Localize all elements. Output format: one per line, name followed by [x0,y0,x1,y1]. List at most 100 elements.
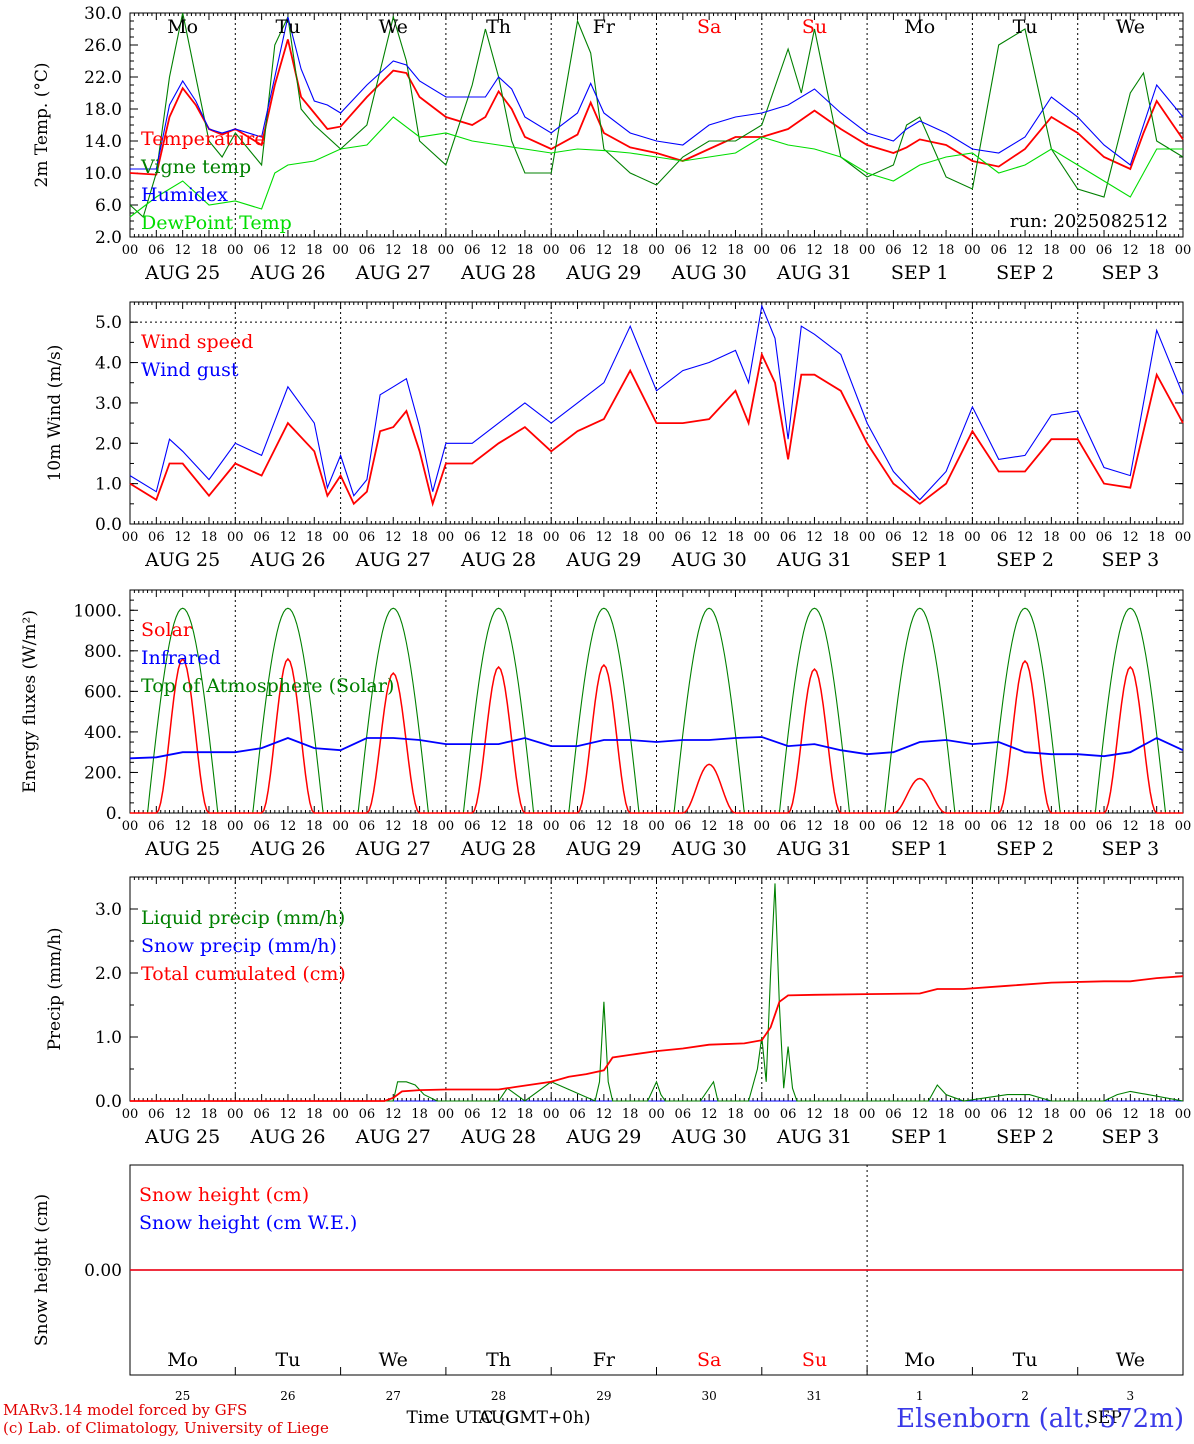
hour-tick-label: 18 [306,530,323,545]
hour-tick-label: 12 [280,243,297,258]
y-tick-label: 4.0 [95,354,122,374]
hour-tick-label: 06 [148,243,165,258]
date-label: SEP 3 [1101,262,1159,284]
day-name: Su [802,16,827,38]
hour-tick-label: 12 [1122,530,1139,545]
date-label: SEP 2 [996,838,1054,860]
series-line [130,16,1184,170]
hour-tick-label: 00 [227,243,244,258]
date-label: AUG 31 [776,549,852,571]
hour-tick-label: 00 [122,1107,139,1122]
hour-tick-label: 18 [411,243,428,258]
day-number: 30 [702,1389,717,1403]
date-label: AUG 27 [355,549,431,571]
day-name: Mo [167,16,198,38]
hour-tick-label: 06 [885,530,902,545]
hour-tick-label: 12 [280,819,297,834]
date-label: AUG 26 [249,1126,325,1148]
hour-tick-label: 18 [833,530,850,545]
hour-tick-label: 18 [833,819,850,834]
hour-tick-label: 00 [543,819,560,834]
hour-tick-label: 06 [885,1107,902,1122]
hour-tick-label: 18 [1043,1107,1060,1122]
date-label: AUG 30 [671,262,747,284]
series-line [129,12,1184,218]
day-name: Tu [1013,1349,1038,1371]
y-tick-label: 0.0 [95,1092,122,1112]
hour-tick-label: 18 [201,243,218,258]
y-tick-label: 18.0 [84,100,122,120]
hour-tick-label: 00 [122,530,139,545]
y-tick-label: 5.0 [95,313,122,333]
y-tick-label: 6.0 [95,196,122,216]
date-label: AUG 29 [565,549,641,571]
day-name: We [379,16,408,38]
day-number: 28 [491,1389,506,1403]
hour-tick-label: 06 [1096,530,1113,545]
hour-tick-label: 06 [780,243,797,258]
date-label: AUG 31 [776,1126,852,1148]
hour-tick-label: 00 [648,819,665,834]
day-name: Tu [275,1349,300,1371]
series-line [129,116,1183,218]
hour-tick-label: 06 [885,819,902,834]
date-label: SEP 3 [1101,549,1159,571]
hour-tick-label: 06 [569,530,586,545]
hour-tick-label: 12 [490,243,507,258]
hour-tick-label: 18 [727,243,744,258]
day-number: 31 [807,1389,822,1403]
hour-tick-label: 00 [964,530,981,545]
hour-tick-label: 18 [833,243,850,258]
y-tick-label: 800. [84,642,122,662]
hour-tick-label: 18 [1043,819,1060,834]
hour-tick-label: 00 [543,530,560,545]
legend-entry: Top of Atmosphere (Solar) [141,675,394,697]
hour-tick-label: 12 [174,530,191,545]
hour-tick-label: 06 [1096,1107,1113,1122]
y-tick-label: 0.00 [84,1261,122,1281]
y-tick-label: 14.0 [84,132,122,152]
hour-tick-label: 00 [438,819,455,834]
series-line [130,975,1184,1102]
day-name: Th [486,16,511,38]
hour-tick-label: 00 [122,243,139,258]
date-label: AUG 30 [671,838,747,860]
hour-tick-label: 18 [1148,1107,1165,1122]
day-number: 29 [596,1389,611,1403]
hour-tick-label: 06 [464,530,481,545]
hour-tick-label: 00 [332,530,349,545]
footer-copyright-line: (c) Lab. of Climatology, University of L… [3,1419,329,1437]
date-label: AUG 26 [249,262,325,284]
date-label: SEP 3 [1101,838,1159,860]
hour-tick-label: 06 [675,819,692,834]
hour-tick-label: 12 [701,819,718,834]
hour-tick-label: 18 [938,243,955,258]
hour-tick-label: 00 [754,530,771,545]
hour-tick-label: 06 [359,819,376,834]
legend-entry: Total cumulated (cm) [141,963,346,985]
legend-entry: Wind speed [141,331,253,353]
hour-tick-label: 18 [938,530,955,545]
hour-tick-label: 06 [990,1107,1007,1122]
hour-tick-label: 00 [438,1107,455,1122]
series-line [130,883,1184,1102]
hour-tick-label: 12 [911,1107,928,1122]
hour-tick-label: 00 [1175,530,1192,545]
y-tick-label: 1.0 [95,1028,122,1048]
hour-tick-label: 06 [359,243,376,258]
hour-tick-label: 06 [148,819,165,834]
hour-tick-label: 18 [1148,819,1165,834]
legend-entry: Infrared [141,647,221,669]
y-tick-label: 30.0 [84,4,122,24]
y-tick-label: 400. [84,723,122,743]
hour-tick-label: 00 [1069,1107,1086,1122]
hour-tick-label: 06 [253,1107,270,1122]
hour-tick-label: 06 [675,243,692,258]
date-label: SEP 1 [891,262,949,284]
hour-tick-label: 12 [490,819,507,834]
y-tick-label: 3.0 [95,394,122,414]
date-label: SEP 1 [891,549,949,571]
date-label: AUG 28 [460,838,536,860]
